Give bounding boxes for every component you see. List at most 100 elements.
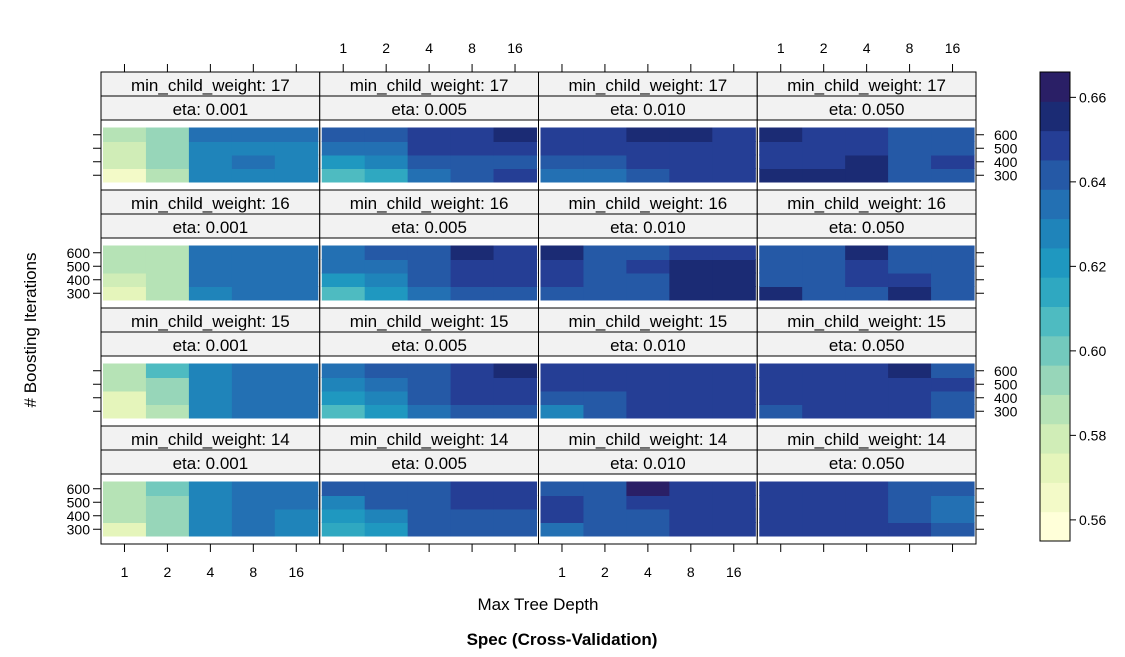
heatmap-cell [626, 272, 670, 287]
panel: min_child_weight: 17 eta: 0.050 [756, 71, 977, 191]
heatmap-cell [231, 245, 276, 260]
colorbar-segment [1040, 423, 1070, 454]
panel: min_child_weight: 15 eta: 0.001 [100, 307, 321, 427]
panel-pad-top [538, 474, 758, 482]
heatmap-cell [103, 286, 147, 301]
y-tick-label-left: 500 [67, 494, 91, 510]
heatmap-cell [274, 141, 319, 156]
heatmap-cell [802, 141, 846, 156]
heatmap-cell [583, 508, 627, 523]
heatmap-cell [321, 522, 366, 537]
x-tick-label-bottom: 4 [644, 564, 652, 580]
heatmap-cell [540, 127, 585, 142]
panel-pad-bottom [101, 418, 320, 426]
panel-pad-bottom [757, 182, 976, 190]
heatmap-cell [364, 245, 409, 260]
heatmap-cell [802, 390, 846, 405]
heatmap-cell [103, 522, 147, 537]
colorbar-segment [1040, 130, 1070, 161]
heatmap-cell [712, 141, 756, 156]
panel-pad-top [101, 120, 320, 128]
panel-strip [538, 307, 758, 333]
heatmap-cell [364, 127, 409, 142]
heatmap-cell [845, 127, 889, 142]
heatmap-cell [712, 286, 756, 301]
strip-label-eta: eta: 0.005 [391, 100, 467, 119]
strip-label-weight: min_child_weight: 16 [131, 194, 290, 213]
heatmap-cell [669, 272, 713, 287]
heatmap-cell [231, 141, 276, 156]
strip-label-eta: eta: 0.005 [391, 336, 467, 355]
heatmap-cell [845, 481, 889, 496]
heatmap-cells [103, 245, 319, 301]
heatmap-cell [802, 495, 846, 510]
heatmap-cell [583, 168, 627, 183]
panel-pad-top [101, 238, 320, 246]
heatmap-cell [450, 508, 495, 523]
heatmap-cell [188, 141, 233, 156]
panel-strip [100, 71, 321, 97]
heatmap-cell [145, 508, 190, 523]
heatmap-cell [583, 481, 627, 496]
heatmap-cell [845, 363, 889, 378]
heatmap-cell [931, 404, 975, 419]
strip-label-weight: min_child_weight: 16 [787, 194, 946, 213]
heatmap-cell [231, 522, 276, 537]
strip-label-weight: min_child_weight: 16 [568, 194, 727, 213]
heatmap-cell [888, 404, 932, 419]
heatmap-cell [845, 154, 889, 169]
heatmap-cell [450, 168, 495, 183]
strip-label-eta: eta: 0.001 [173, 336, 249, 355]
y-tick-label-left: 400 [67, 508, 91, 524]
heatmap-cell [712, 127, 756, 142]
heatmap-cell [450, 272, 495, 287]
panel-pad-top [101, 474, 320, 482]
panel-strip [100, 449, 321, 475]
panel-strip [319, 95, 539, 121]
heatmap-cell [759, 141, 803, 156]
x-tick-label-top: 2 [382, 40, 390, 56]
x-tick-label-top: 8 [906, 40, 914, 56]
panel-strip [538, 213, 758, 239]
heatmap-cell [407, 363, 452, 378]
heatmap-cell [931, 168, 975, 183]
heatmap-cell [583, 127, 627, 142]
colorbar-segment [1040, 218, 1070, 249]
heatmap-cell [145, 168, 190, 183]
heatmap-cell [540, 377, 585, 392]
heatmap-cell [145, 404, 190, 419]
panel-pad-bottom [757, 418, 976, 426]
heatmap-cell [931, 272, 975, 287]
heatmap-cells [540, 127, 756, 183]
heatmap-cell [540, 522, 585, 537]
strip-label-eta: eta: 0.001 [173, 218, 249, 237]
heatmap-cell [669, 363, 713, 378]
heatmap-cell [888, 259, 932, 274]
heatmap-cell [231, 508, 276, 523]
heatmap-cells [321, 127, 538, 183]
heatmap-cell [888, 286, 932, 301]
heatmap-cell [274, 481, 319, 496]
heatmap-cell [145, 154, 190, 169]
heatmap-cell [540, 495, 585, 510]
heatmap-cell [188, 377, 233, 392]
heatmap-cell [493, 390, 538, 405]
heatmap-cell [188, 245, 233, 260]
heatmap-cell [583, 259, 627, 274]
heatmap-cell [888, 154, 932, 169]
heatmap-cell [274, 272, 319, 287]
y-tick-label-left: 300 [67, 521, 91, 537]
panel-strip [756, 331, 977, 357]
heatmap-cell [103, 363, 147, 378]
heatmap-cell [493, 363, 538, 378]
heatmap-cell [493, 259, 538, 274]
heatmap-cells [321, 363, 538, 419]
heatmap-cell [188, 286, 233, 301]
x-tick-label-top: 4 [425, 40, 433, 56]
y-tick-label-right: 600 [994, 127, 1018, 143]
heatmap-cell [759, 286, 803, 301]
panel-pad-top [319, 238, 539, 246]
heatmap-cell [712, 508, 756, 523]
x-tick-label-top: 1 [339, 40, 347, 56]
heatmap-cell [626, 404, 670, 419]
